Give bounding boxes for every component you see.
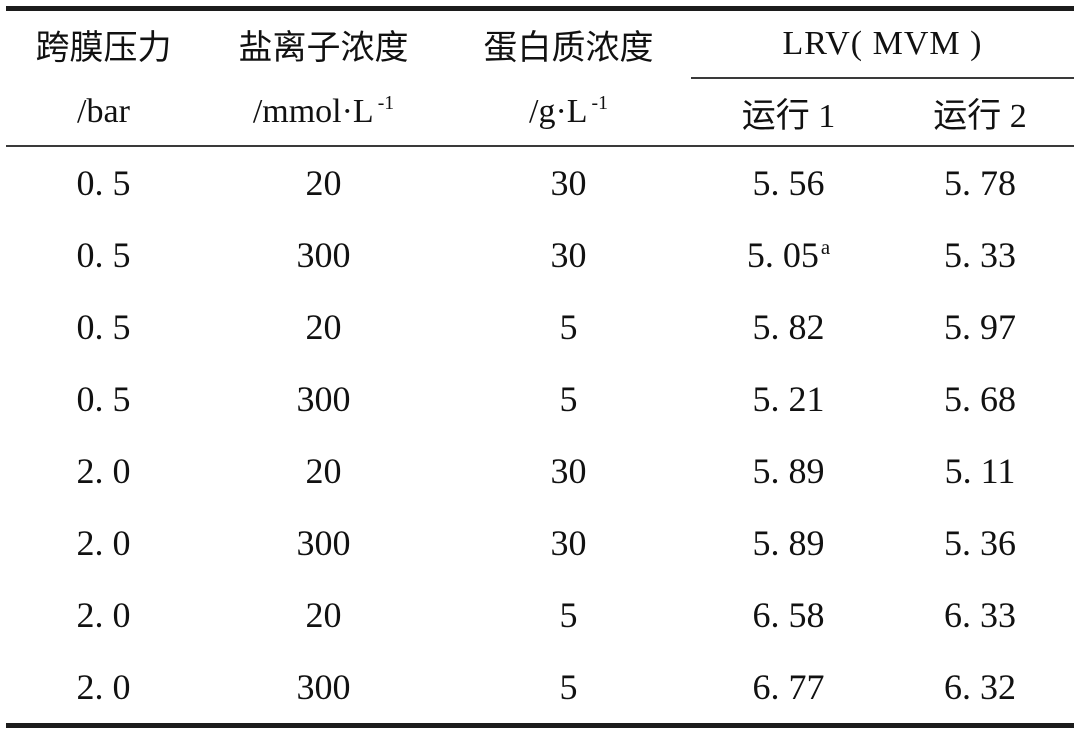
- unit-protein-g-per-l: /g·L -1: [445, 78, 691, 147]
- table-cell: 300: [296, 379, 351, 419]
- table-row: 2. 0 20 5 6. 58 6. 33: [6, 579, 1074, 651]
- table-row: 0. 5 300 5 5. 21 5. 68: [6, 363, 1074, 435]
- table-cell: 6. 77: [752, 667, 825, 707]
- table-cell: 5. 78: [943, 163, 1016, 203]
- header-title-row: 跨膜压力 盐离子浓度 蛋白质浓度 LRV( MVM ): [6, 8, 1074, 79]
- table-cell: 20: [305, 451, 342, 491]
- table-row: 2. 0 20 30 5. 89 5. 11: [6, 435, 1074, 507]
- col-header-protein-concentration: 蛋白质浓度: [483, 30, 654, 67]
- table-cell: 2. 0: [76, 523, 131, 563]
- table-cell: 6. 32: [943, 667, 1016, 707]
- table-cell: 5. 56: [752, 163, 825, 203]
- table-cell: 300: [296, 667, 351, 707]
- table-cell: 300: [296, 523, 351, 563]
- unit-salt-exponent: -1: [377, 92, 395, 115]
- sub-col-header-run-2: 运行 2: [885, 78, 1074, 147]
- table-cell: 6. 58: [752, 595, 825, 635]
- table-body: 0. 5 20 30 5. 56 5. 78 0. 5 300 30 5. 05a 5. 33 0.…: [6, 146, 1074, 726]
- table-cell: 5. 33: [943, 235, 1016, 275]
- table-cell: 2. 0: [76, 451, 131, 491]
- unit-protein-exponent: -1: [591, 92, 608, 115]
- table-header: 跨膜压力 盐离子浓度 蛋白质浓度 LRV( MVM ) /bar /mmol·L…: [5, 8, 1074, 147]
- table-cell: 30: [550, 163, 587, 203]
- unit-protein-prefix: /g·L: [529, 92, 588, 130]
- table-row: 0. 5 20 5 5. 82 5. 97: [6, 291, 1074, 363]
- table-cell: 5. 05a: [746, 235, 831, 275]
- table-cell: 5. 89: [752, 451, 825, 491]
- table-cell: 0. 5: [76, 307, 131, 347]
- header-unit-row: /bar /mmol·L -1 /g·L -1 运行 1 运行 2: [5, 78, 1074, 147]
- table-cell: 5. 21: [752, 379, 825, 419]
- col-group-header-lrv-mvm: LRV( MVM ): [690, 8, 1074, 79]
- table-cell: 5. 36: [943, 523, 1016, 563]
- table-cell: 2. 0: [76, 667, 131, 707]
- unit-salt-prefix: /mmol·L: [252, 92, 374, 130]
- unit-pressure-bar: /bar: [5, 78, 201, 147]
- footnote-marker: a: [820, 235, 831, 259]
- unit-salt-mmol-per-l: /mmol·L -1: [200, 78, 446, 147]
- table-cell: 5. 89: [752, 523, 825, 563]
- table-cell: 5: [559, 379, 578, 419]
- table-cell: 2. 0: [76, 595, 131, 635]
- table-cell: 20: [305, 595, 342, 635]
- results-table: 跨膜压力 盐离子浓度 蛋白质浓度 LRV( MVM ) /bar /mmol·L…: [5, 6, 1074, 728]
- col-header-transmembrane-pressure: 跨膜压力: [35, 30, 172, 67]
- table-cell: 30: [550, 451, 587, 491]
- table-row: 0. 5 300 30 5. 05a 5. 33: [6, 219, 1074, 291]
- table-cell: 0. 5: [76, 235, 131, 275]
- table-cell: 0. 5: [76, 163, 131, 203]
- table-row: 2. 0 300 30 5. 89 5. 36: [6, 507, 1074, 579]
- table-cell: 0. 5: [76, 379, 131, 419]
- table-cell: 5. 11: [944, 451, 1016, 491]
- table-cell: 5. 97: [943, 307, 1016, 347]
- table-cell: 5. 82: [752, 307, 825, 347]
- table-cell: 30: [550, 523, 587, 563]
- table-row: 0. 5 20 30 5. 56 5. 78: [6, 146, 1074, 219]
- table-row: 2. 0 300 5 6. 77 6. 32: [6, 651, 1074, 726]
- table-cell: 5. 68: [943, 379, 1016, 419]
- table-cell: 300: [296, 235, 351, 275]
- table-cell: 20: [305, 163, 342, 203]
- table-cell: 6. 33: [943, 595, 1016, 635]
- table-cell: 5: [559, 595, 578, 635]
- table-cell: 30: [550, 235, 587, 275]
- table-cell: 5: [559, 667, 578, 707]
- table-cell: 20: [305, 307, 342, 347]
- sub-col-header-run-1: 运行 1: [690, 78, 886, 147]
- table-cell: 5: [559, 307, 578, 347]
- col-header-salt-ion-concentration: 盐离子浓度: [238, 30, 409, 67]
